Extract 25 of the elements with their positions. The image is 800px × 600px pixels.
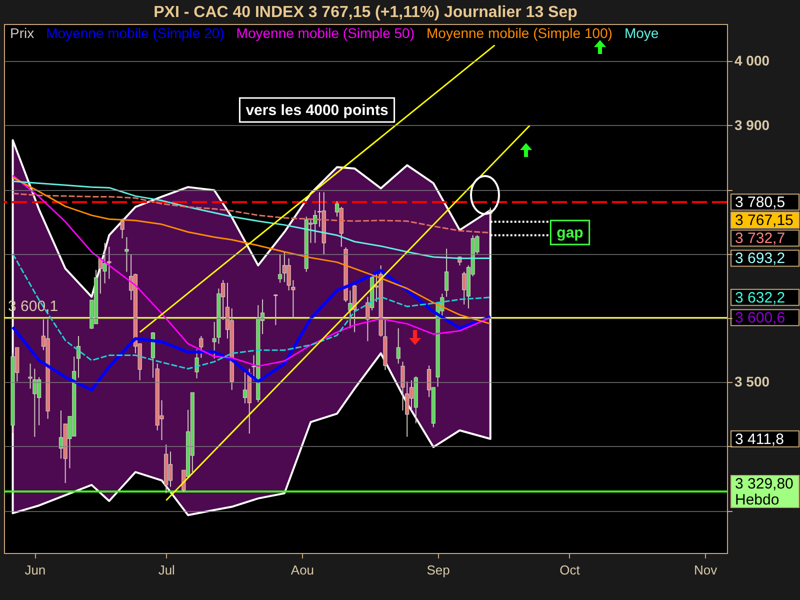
x-tick-label: Aou <box>290 562 314 578</box>
x-tick-label: Oct <box>560 562 580 578</box>
y-tick-label: 3 500 <box>734 374 770 390</box>
text: Moye <box>624 25 659 41</box>
text: 3 632,2 <box>735 289 786 306</box>
text: 3 693,2 <box>735 250 786 268</box>
ref-line-label: 3 329,80 Hebdo <box>735 475 794 508</box>
x-tick-label: Jun <box>24 562 46 578</box>
x-tick-label: Nov <box>694 562 718 578</box>
annotation: gap <box>556 224 584 242</box>
text: Moyenne mobile (Simple 50) <box>236 25 415 41</box>
text: Moyenne mobile (Simple 20) <box>46 25 224 41</box>
text: 3 600,6 <box>735 310 786 327</box>
text: 3 411,8 <box>735 430 784 448</box>
annotation: vers les 4000 points <box>246 102 388 119</box>
chart-title: PXI - CAC 40 INDEX 3 767,15 (+1,11%) Journalier 13 Sep <box>154 4 578 21</box>
x-tick-label: Sep <box>426 562 450 578</box>
text: 3 767,15 <box>735 212 794 230</box>
ref-line-label: 3 780,5 <box>735 194 786 212</box>
text: Prix <box>10 25 34 41</box>
y-tick-label: 3 900 <box>734 116 770 133</box>
x-tick-label: Jul <box>158 562 176 578</box>
text: 3 732,7 <box>735 230 786 248</box>
y-tick-label: 4 000 <box>734 52 770 69</box>
text: Moyenne mobile (Simple 100) <box>426 25 612 41</box>
